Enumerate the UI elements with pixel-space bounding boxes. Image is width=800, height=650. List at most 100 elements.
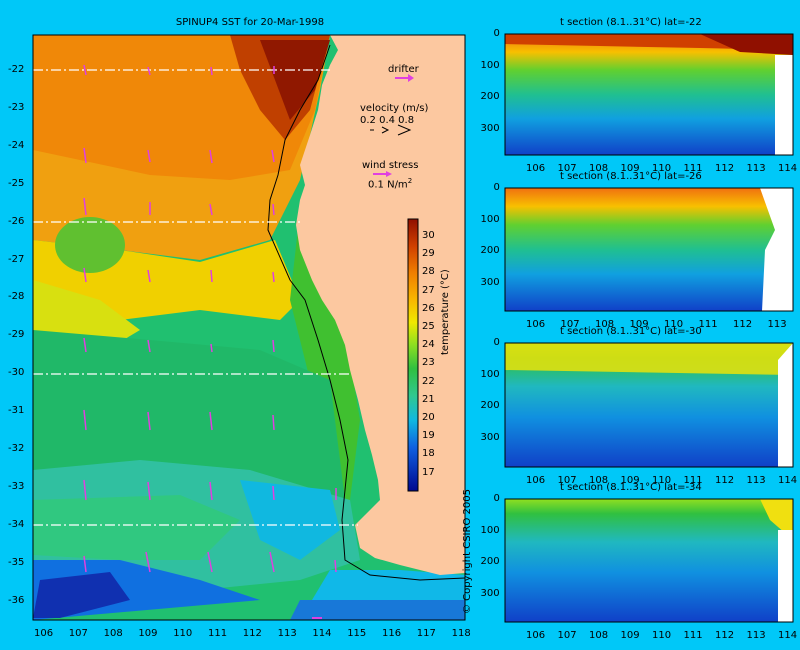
colorbar-tick: 27 [422, 284, 435, 296]
map-lat-tick: -33 [8, 480, 25, 492]
section-panel-4 [504, 498, 794, 623]
section-depth-tick: 300 [480, 431, 500, 443]
map-lat-tick: -27 [8, 253, 25, 265]
section-title: t section (8.1..31°C) lat=-30 [560, 326, 702, 337]
section-lon-tick: 112 [715, 475, 735, 486]
section-panel-2 [504, 187, 794, 312]
velocity-scale: 0.2 0.4 0.8 [360, 115, 415, 126]
velocity-legend-icon [370, 124, 412, 136]
colorbar-tick: 23 [422, 357, 435, 369]
section-depth-tick: 300 [480, 587, 500, 599]
map-lon-tick: 106 [34, 628, 54, 639]
drifter-legend-icon [395, 74, 414, 82]
section-lon-tick: 108 [589, 475, 609, 486]
map-lat-tick: -32 [8, 443, 25, 454]
section-lon-tick: 109 [620, 630, 640, 641]
map-lon-tick: 113 [277, 628, 297, 639]
section-depth-tick: 100 [480, 59, 500, 71]
map-lat-tick: -35 [8, 556, 25, 568]
section-depth-tick: 100 [480, 213, 500, 225]
map-lon-tick: 108 [103, 628, 123, 639]
section-depth-tick: 300 [480, 276, 500, 288]
section-depth-tick: 200 [480, 245, 500, 256]
map-lat-tick: -25 [8, 177, 25, 189]
section-lon-tick: 109 [620, 163, 640, 174]
section-lon-tick: 113 [746, 163, 766, 174]
section-panel-1 [504, 33, 794, 156]
map-lat-tick: -22 [8, 64, 25, 75]
section-lon-tick: 113 [746, 475, 766, 486]
map-lat-tick: -23 [8, 101, 25, 113]
colorbar-tick: 28 [422, 266, 435, 278]
map-lat-tick: -31 [8, 405, 25, 417]
section-title: t section (8.1..31°C) lat=-26 [560, 171, 702, 182]
section-lon-tick: 109 [620, 475, 640, 486]
section-lon-tick: 111 [683, 163, 703, 174]
colorbar-tick: 17 [422, 466, 435, 478]
section-lon-tick: 114 [778, 475, 798, 486]
section-lon-tick: 106 [526, 630, 546, 641]
section-lon-tick: 106 [526, 319, 546, 330]
section-lon-tick: 110 [652, 475, 672, 486]
map-lat-tick: -29 [8, 329, 25, 341]
section-depth-tick: 200 [480, 556, 500, 567]
section-lon-tick: 106 [526, 163, 546, 174]
section-lon-tick: 111 [683, 475, 703, 486]
section-depth-tick: 200 [480, 91, 500, 102]
sst-field [33, 35, 465, 620]
wind-stress-value: 0.1 N/m [368, 179, 408, 191]
map-lat-tick: -30 [8, 367, 25, 379]
map-lat-tick: -28 [8, 291, 25, 303]
colorbar-tick: 26 [422, 302, 435, 314]
map-lon-tick: 110 [173, 628, 193, 639]
section-lon-tick: 108 [589, 163, 609, 174]
colorbar [407, 218, 419, 492]
colorbar-tick: 19 [422, 430, 435, 442]
colorbar-tick: 29 [422, 248, 435, 260]
section-lon-tick: 113 [746, 630, 766, 641]
section-lon-tick: 110 [652, 630, 672, 641]
section-depth-tick: 100 [480, 524, 500, 536]
map-lon-tick: 118 [451, 628, 471, 639]
map-lat-tick: -24 [8, 139, 25, 151]
section-depth-tick: 0 [493, 182, 500, 193]
section-lon-tick: 111 [698, 319, 718, 330]
map-lon-tick: 107 [68, 628, 88, 639]
section-depth-tick: 0 [493, 493, 500, 504]
colorbar-tick: 22 [422, 375, 435, 387]
map-frame [32, 34, 466, 621]
map-lon-tick: 109 [138, 628, 158, 639]
wind-stress-exp: 2 [407, 177, 413, 185]
shelf-contour [267, 44, 466, 581]
colorbar-tick: 24 [422, 339, 435, 351]
velocity-arrows [83, 64, 337, 573]
map-lon-tick: 111 [208, 628, 228, 639]
map-lon-tick: 112 [242, 628, 262, 639]
land-australia [296, 35, 465, 575]
section-panel-3 [504, 342, 794, 468]
section-depth-tick: 0 [493, 337, 500, 348]
section-lon-tick: 112 [715, 163, 735, 174]
section-depth-tick: 100 [480, 368, 500, 380]
section-lon-tick: 110 [664, 319, 684, 330]
colorbar-tick: 20 [422, 412, 435, 423]
map-lon-tick: 116 [382, 628, 402, 639]
section-lines [33, 69, 358, 526]
map-lon-tick: 117 [416, 628, 436, 639]
section-title: t section (8.1..31°C) lat=-22 [560, 17, 702, 28]
wind-legend-icon [373, 171, 392, 177]
wind-stress-scale: 0.1 N/m2 [368, 177, 412, 190]
section-lon-tick: 108 [589, 630, 609, 641]
section-lon-tick: 107 [557, 475, 577, 486]
section-lon-tick: 107 [557, 630, 577, 641]
section-lon-tick: 107 [560, 319, 580, 330]
section-lon-tick: 110 [652, 163, 672, 174]
colorbar-tick: 25 [422, 321, 435, 332]
colorbar-tick: 21 [422, 393, 435, 405]
section-lon-tick: 106 [526, 475, 546, 486]
section-title: t section (8.1..31°C) lat=-34 [560, 482, 702, 493]
section-lon-tick: 108 [595, 319, 615, 330]
colorbar-tick: 30 [422, 230, 435, 241]
